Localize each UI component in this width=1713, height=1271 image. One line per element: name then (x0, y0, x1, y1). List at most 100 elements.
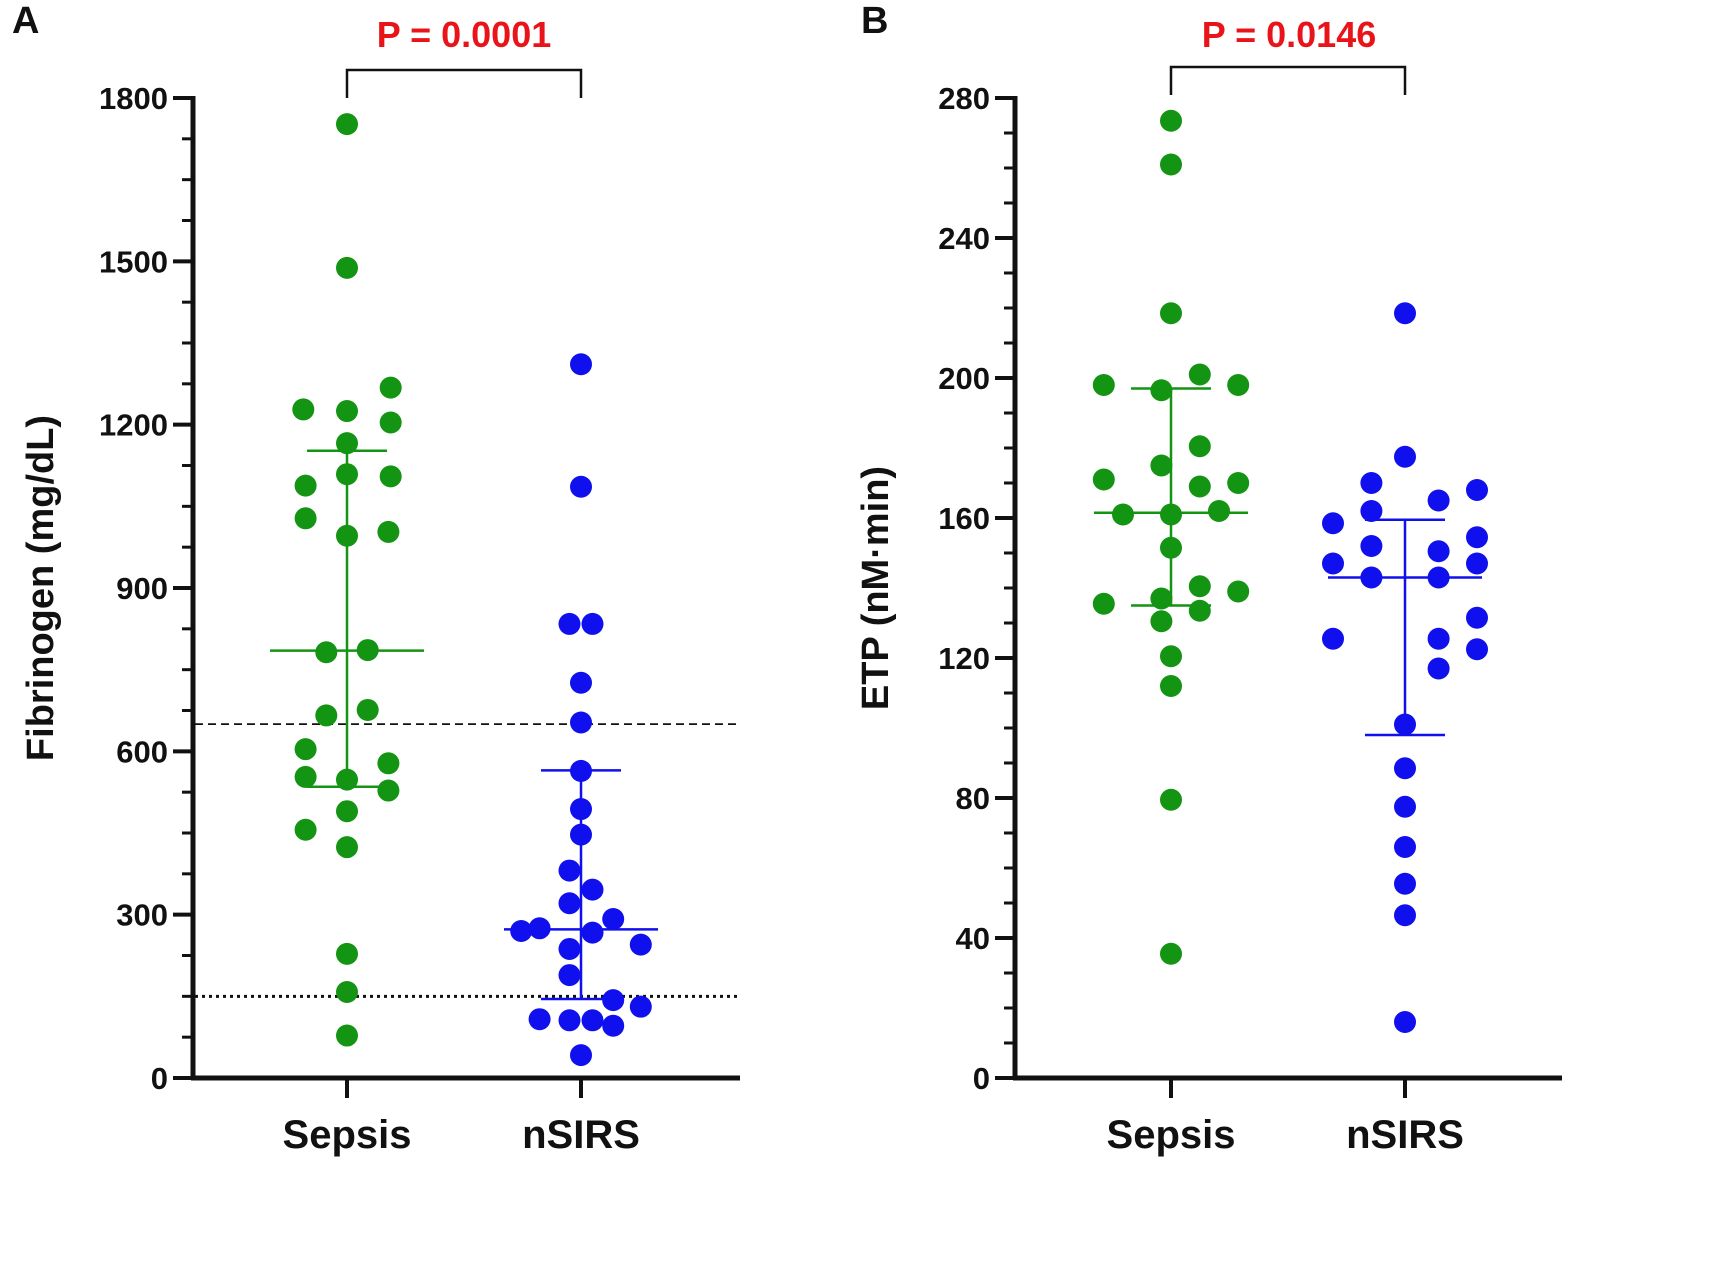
panel-b-data-point (1160, 109, 1182, 132)
panel-a-data-point (558, 1009, 581, 1032)
panel-b-data-point (1360, 472, 1383, 494)
panel-a-data-point (570, 798, 592, 821)
panel-a-data-point (294, 738, 317, 761)
panel-a-data-point (336, 980, 358, 1003)
panel-a-data-point (581, 1009, 604, 1032)
panel-b-data-point (1394, 872, 1416, 895)
panel-b-ylabel: ETP (nM·min) (855, 466, 897, 710)
panel-a: A P = 0.0001 Fibrinogen (mg/dL) Sepsis n… (12, 0, 740, 1157)
panel-a-data-point (292, 398, 315, 421)
panel-a-ytick-label: 300 (116, 898, 168, 933)
panel-a-data-point (581, 921, 604, 944)
panel-b-data-point (1150, 454, 1173, 477)
panel-b-data-point (1394, 836, 1416, 858)
panel-a-data-point (336, 400, 358, 423)
panel-b-data-point (1160, 675, 1182, 697)
panel-a-ytick-label: 600 (116, 734, 168, 769)
panel-a-data-point (558, 612, 581, 635)
panel-b-data-point (1160, 153, 1182, 176)
panel-b-data-point (1427, 540, 1450, 563)
panel-a-data-point (377, 752, 400, 775)
panel-b-data-point (1394, 713, 1416, 736)
panel-b-data-point (1188, 435, 1211, 458)
panel-b-data-point (1188, 599, 1211, 622)
panel-a-xtick-nsirs: nSIRS (522, 1113, 640, 1157)
panel-a-letter: A (12, 0, 39, 42)
panel-b-data-point (1227, 580, 1250, 603)
panel-b-data-point (1427, 627, 1450, 650)
panel-b-data-point (1150, 587, 1173, 610)
panel-a-data-point (379, 411, 402, 434)
panel-b-xtick-nsirs: nSIRS (1346, 1113, 1464, 1157)
panel-b-data-point (1394, 757, 1416, 780)
panel-b-xtick-sepsis: Sepsis (1107, 1113, 1236, 1157)
panel-a-series-sepsis (270, 113, 424, 1047)
panel-a-data-point (629, 995, 652, 1018)
panel-a-ytick-label: 900 (116, 571, 168, 606)
panel-b-ytick-label: 80 (956, 781, 990, 816)
panel-a-xtick-sepsis: Sepsis (283, 1113, 412, 1157)
panel-b-data-point (1322, 512, 1344, 535)
panel-b-ytick-label: 160 (938, 501, 990, 536)
panel-a-data-point (336, 463, 358, 486)
panel-b-data-point (1427, 489, 1450, 512)
panel-b-data-point (1208, 500, 1230, 522)
panel-b-data-point (1360, 535, 1383, 557)
panel-b-ytick-label: 40 (956, 921, 990, 956)
panel-a-data-point (379, 376, 402, 399)
panel-a-data-point (377, 520, 400, 543)
panel-a-significance-bracket (345, 68, 583, 98)
panel-a-data-point (294, 765, 317, 788)
panel-a-data-point (377, 779, 400, 802)
panel-b-significance-bracket (1169, 65, 1407, 95)
panel-b-ytick-label: 0 (973, 1061, 990, 1096)
panel-a-data-point (629, 933, 652, 956)
panel-a-data-point (570, 671, 592, 694)
panel-b-data-point (1394, 795, 1416, 818)
panel-a-ylabel: Fibrinogen (mg/dL) (20, 415, 62, 761)
panel-a-data-point (336, 524, 358, 547)
panel-b-data-point (1160, 503, 1182, 526)
panel-a-data-point (510, 920, 533, 942)
panel-b-ytick-label: 240 (938, 221, 990, 256)
panel-a-data-point (294, 818, 317, 841)
panel-b-data-point (1394, 1011, 1416, 1033)
panel-b: B P = 0.0146 ETP (nM·min) Sepsis nSIRS 0… (855, 0, 1562, 1157)
panel-a-data-point (379, 465, 402, 488)
panel-b-data-point (1466, 606, 1488, 629)
panel-a-ytick-label: 1200 (99, 408, 168, 443)
panel-a-data-point (558, 892, 581, 915)
panel-a-data-point (528, 1008, 551, 1031)
panel-a-data-point (570, 823, 592, 846)
panel-b-data-point (1092, 468, 1115, 491)
panel-a-data-point (570, 353, 592, 376)
panel-a-ytick-label: 1800 (99, 81, 168, 116)
panel-a-data-point (315, 704, 338, 727)
panel-b-data-point (1322, 627, 1344, 650)
panel-a-data-point (581, 878, 604, 901)
panel-a-data-point (570, 1044, 592, 1067)
panel-a-data-point (336, 768, 358, 791)
panel-b-data-point (1160, 788, 1182, 811)
panel-b-data-point (1112, 503, 1134, 526)
panel-a-data-point (336, 113, 358, 136)
panel-b-data-point (1322, 552, 1344, 575)
panel-b-data-point (1150, 379, 1173, 402)
panel-b-data-point (1394, 302, 1416, 325)
panel-b-series-sepsis (1092, 109, 1250, 965)
panel-b-letter: B (861, 0, 888, 42)
panel-a-data-point (581, 612, 604, 635)
panel-a-data-point (602, 1014, 625, 1037)
panel-a-data-point (602, 908, 625, 931)
panel-a-ytick-label: 1500 (99, 244, 168, 279)
panel-a-data-point (336, 1024, 358, 1047)
panel-a-data-point (356, 698, 379, 721)
panel-a-data-point (570, 711, 592, 734)
panel-a-data-point (294, 507, 317, 530)
panel-a-data-point (602, 989, 625, 1012)
panel-b-data-point (1188, 475, 1211, 498)
panel-b-data-point (1227, 472, 1250, 494)
panel-b-ytick-label: 200 (938, 361, 990, 396)
panel-a-data-point (558, 859, 581, 882)
panel-a-pvalue: P = 0.0001 (377, 14, 552, 55)
